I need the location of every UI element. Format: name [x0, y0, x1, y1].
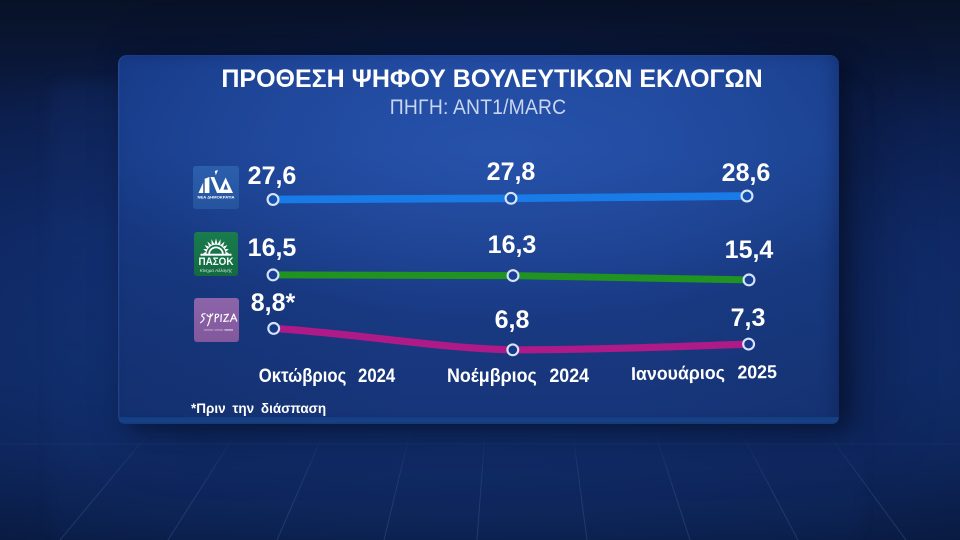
svg-text:Κίνημα Αλλαγής: Κίνημα Αλλαγής: [200, 267, 233, 273]
svg-text:ΝΕΑ ΔΗΜΟΚΡΑΤΙΑ: ΝΕΑ ΔΗΜΟΚΡΑΤΙΑ: [198, 195, 236, 199]
svg-text:ΠΑΣΟΚ: ΠΑΣΟΚ: [199, 256, 234, 268]
